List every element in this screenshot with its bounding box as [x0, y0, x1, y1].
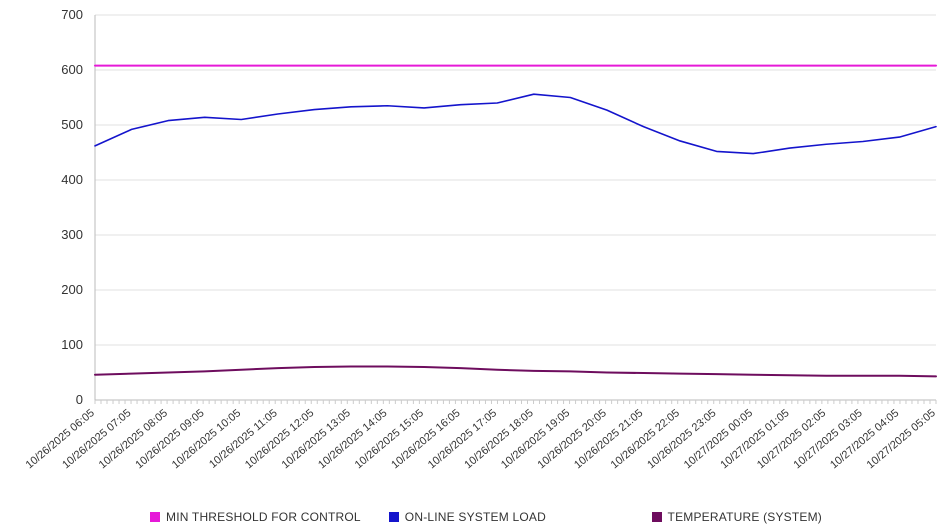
chart-container: 0 100 200 300 400 500 600 700 10/26/2025 06:05 1…: [0, 0, 946, 526]
legend-item-temperature[interactable]: TEMPERATURE (SYSTEM): [652, 510, 822, 524]
yaxis-labels-group: 0 100 200 300 400 500 600 700: [61, 7, 83, 407]
ytick-label-0: 0: [76, 392, 83, 407]
ytick-label-700: 700: [61, 7, 83, 22]
gridlines-group: [95, 15, 936, 400]
ytick-label-100: 100: [61, 337, 83, 352]
ytick-label-400: 400: [61, 172, 83, 187]
sysload-legend-swatch: [389, 512, 399, 522]
temperature-legend-swatch: [652, 512, 662, 522]
xtick-label-23: 10/27/2025 05:05: [865, 407, 938, 471]
series-line-online-system-load[interactable]: [95, 94, 936, 153]
ytick-label-200: 200: [61, 282, 83, 297]
ytick-label-500: 500: [61, 117, 83, 132]
ytick-label-600: 600: [61, 62, 83, 77]
legend-item-sysload[interactable]: ON-LINE SYSTEM LOAD: [389, 510, 546, 524]
threshold-legend-label: MIN THRESHOLD FOR CONTROL: [166, 510, 361, 524]
legend: MIN THRESHOLD FOR CONTROL ON-LINE SYSTEM…: [150, 510, 850, 524]
line-chart-svg: 0 100 200 300 400 500 600 700 10/26/2025 06:051…: [0, 0, 946, 526]
series-lines-group: [95, 66, 936, 377]
legend-item-threshold[interactable]: MIN THRESHOLD FOR CONTROL: [150, 510, 361, 524]
series-line-temperature-system[interactable]: [95, 366, 936, 376]
temperature-legend-label: TEMPERATURE (SYSTEM): [668, 510, 822, 524]
threshold-legend-swatch: [150, 512, 160, 522]
ytick-label-300: 300: [61, 227, 83, 242]
sysload-legend-label: ON-LINE SYSTEM LOAD: [405, 510, 546, 524]
